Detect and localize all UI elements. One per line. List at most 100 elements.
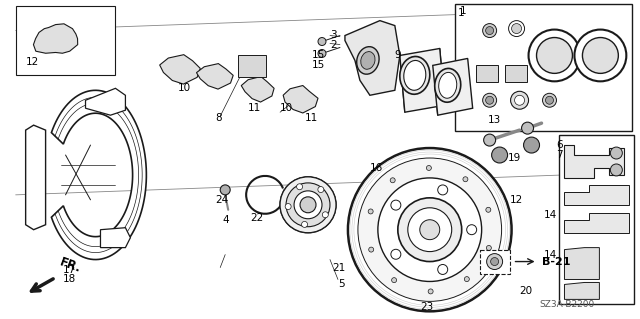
Text: FR.: FR. <box>58 256 83 276</box>
Circle shape <box>300 197 316 213</box>
Circle shape <box>522 122 534 134</box>
Circle shape <box>611 147 622 159</box>
Text: B-21: B-21 <box>541 256 570 267</box>
Circle shape <box>280 177 336 233</box>
Polygon shape <box>86 88 125 115</box>
Polygon shape <box>476 65 498 82</box>
Text: 23: 23 <box>420 302 433 312</box>
Circle shape <box>398 198 461 262</box>
Text: 13: 13 <box>488 115 501 125</box>
Polygon shape <box>564 248 600 279</box>
Ellipse shape <box>435 68 461 102</box>
Text: 10: 10 <box>280 103 293 113</box>
Circle shape <box>420 220 440 240</box>
Circle shape <box>524 137 540 153</box>
Text: 1: 1 <box>458 8 465 18</box>
Circle shape <box>484 134 495 146</box>
Circle shape <box>369 247 374 252</box>
Circle shape <box>286 183 330 227</box>
Circle shape <box>220 185 230 195</box>
Circle shape <box>463 177 468 182</box>
Polygon shape <box>159 55 200 84</box>
Polygon shape <box>241 77 274 102</box>
Text: 21: 21 <box>332 263 345 272</box>
Polygon shape <box>26 125 45 230</box>
Polygon shape <box>100 228 131 248</box>
Circle shape <box>438 264 448 274</box>
Polygon shape <box>345 21 400 95</box>
Text: 20: 20 <box>520 286 532 296</box>
Circle shape <box>301 221 308 227</box>
Text: 15: 15 <box>312 50 325 61</box>
Text: 3: 3 <box>330 30 337 40</box>
Bar <box>559 135 634 304</box>
Ellipse shape <box>438 72 457 98</box>
Circle shape <box>438 185 448 195</box>
Circle shape <box>536 38 572 73</box>
Circle shape <box>486 96 493 104</box>
Polygon shape <box>400 48 445 112</box>
Circle shape <box>426 166 431 170</box>
Circle shape <box>358 158 502 301</box>
Circle shape <box>390 178 395 183</box>
Polygon shape <box>283 85 318 113</box>
Polygon shape <box>564 145 625 178</box>
Text: 11: 11 <box>248 103 261 113</box>
Text: 2: 2 <box>330 40 337 49</box>
Circle shape <box>368 209 373 214</box>
Circle shape <box>509 21 525 37</box>
Ellipse shape <box>361 52 375 69</box>
Circle shape <box>294 191 322 219</box>
Circle shape <box>467 225 477 235</box>
Ellipse shape <box>356 47 379 74</box>
Text: 11: 11 <box>305 113 318 123</box>
Polygon shape <box>196 63 233 89</box>
Circle shape <box>492 147 508 163</box>
Bar <box>454 4 632 131</box>
Circle shape <box>511 24 522 33</box>
Polygon shape <box>564 185 629 205</box>
Text: 14: 14 <box>544 210 557 220</box>
Text: 19: 19 <box>508 153 521 163</box>
Ellipse shape <box>400 56 430 94</box>
Circle shape <box>529 30 580 81</box>
Ellipse shape <box>404 61 426 90</box>
Circle shape <box>408 208 452 252</box>
Bar <box>15 6 115 75</box>
Polygon shape <box>504 65 527 82</box>
Polygon shape <box>564 282 600 300</box>
Circle shape <box>543 93 557 107</box>
Polygon shape <box>433 58 473 115</box>
Text: 15: 15 <box>312 60 325 70</box>
Circle shape <box>378 178 482 281</box>
Text: 22: 22 <box>250 213 264 223</box>
Text: 10: 10 <box>179 83 191 93</box>
Text: 24: 24 <box>215 195 228 205</box>
Text: SZ3A-B2200: SZ3A-B2200 <box>540 300 595 309</box>
Circle shape <box>486 254 502 270</box>
Circle shape <box>391 249 401 259</box>
Text: 18: 18 <box>63 274 76 285</box>
Circle shape <box>545 96 554 104</box>
Circle shape <box>296 184 303 190</box>
Text: 4: 4 <box>222 215 229 225</box>
Circle shape <box>486 26 493 34</box>
Bar <box>479 249 509 274</box>
Text: 12: 12 <box>509 195 523 205</box>
Circle shape <box>285 204 291 210</box>
Circle shape <box>486 207 491 212</box>
Text: 5: 5 <box>338 279 344 289</box>
Text: 17: 17 <box>63 264 76 275</box>
Text: 6: 6 <box>556 140 563 150</box>
Text: 14: 14 <box>544 249 557 260</box>
Text: 7: 7 <box>556 150 563 160</box>
Bar <box>238 56 266 78</box>
Polygon shape <box>564 213 629 233</box>
Circle shape <box>465 277 469 282</box>
Polygon shape <box>51 90 147 260</box>
Circle shape <box>428 289 433 294</box>
Polygon shape <box>33 24 77 53</box>
Circle shape <box>483 24 497 38</box>
Circle shape <box>318 49 326 57</box>
Circle shape <box>491 257 499 265</box>
